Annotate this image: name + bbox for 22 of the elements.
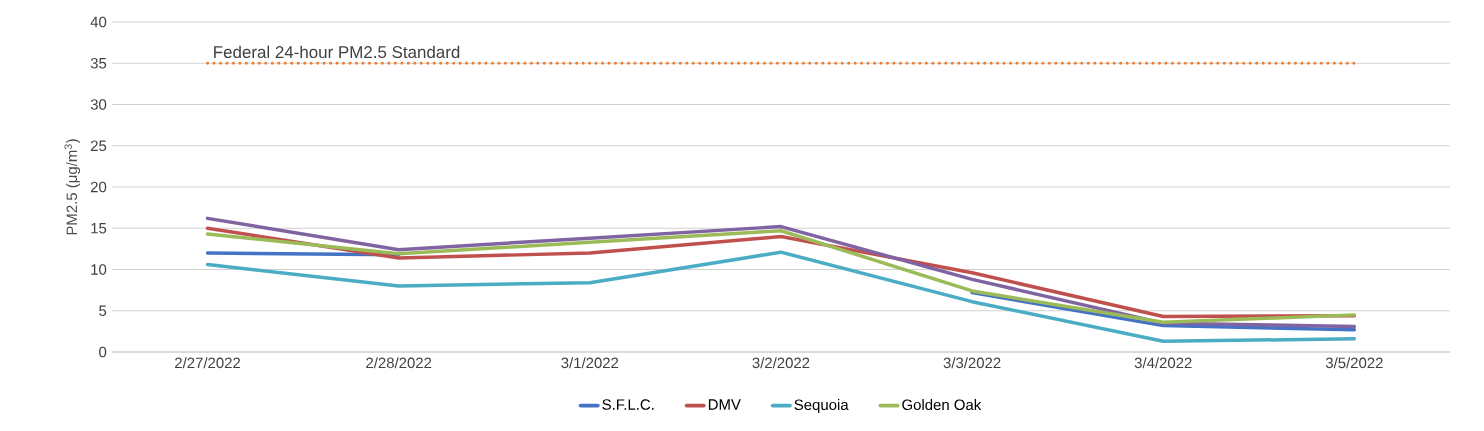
y-tick-label: 10 — [91, 264, 107, 275]
y-tick-label: 35 — [90, 57, 107, 69]
y-tick-label: 30 — [90, 99, 107, 110]
y-tick-label: 15 — [91, 223, 107, 234]
legend-label: S.F.L.C. — [602, 399, 654, 410]
y-tick-label: 40 — [90, 16, 107, 28]
y-axis-title: PM2.5 (μg/m$^{3}$) — [64, 139, 81, 235]
x-tick-label: 3/4/2022 — [1134, 357, 1192, 369]
y-tick-label: 5 — [99, 305, 107, 316]
x-tick-label: 2/28/2022 — [366, 357, 432, 369]
x-tick-label: 2/27/2022 — [175, 357, 241, 369]
y-tick-label: 0 — [99, 346, 107, 358]
legend-label: Golden Oak — [902, 399, 982, 411]
x-tick-label: 3/1/2022 — [561, 357, 619, 369]
x-tick-label: 3/3/2022 — [943, 357, 1001, 369]
y-tick-label: 20 — [90, 181, 107, 193]
y-tick-label: 25 — [90, 140, 107, 152]
ref-line-label: Federal 24-hour PM2.5 Standard — [214, 45, 460, 59]
legend-label: DMV — [708, 399, 741, 410]
x-tick-label: 3/5/2022 — [1325, 357, 1383, 369]
legend-label: Sequoia — [794, 399, 849, 414]
x-tick-label: 3/2/2022 — [752, 357, 810, 369]
